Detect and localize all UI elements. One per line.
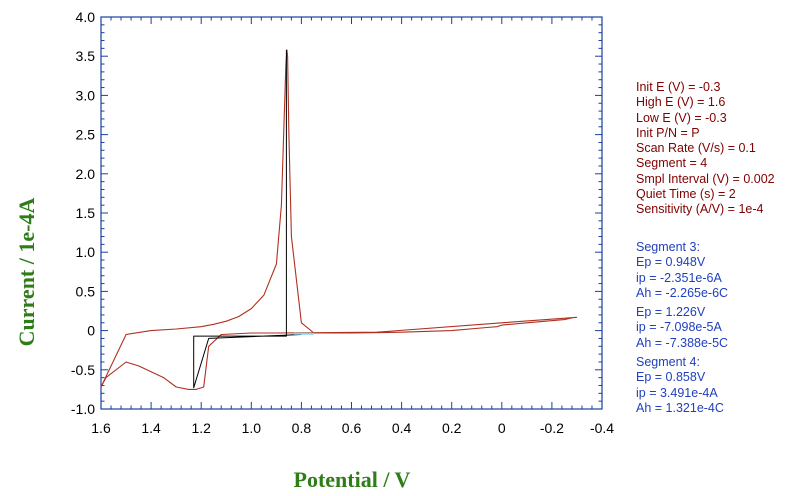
parameter-line: High E (V) = 1.6	[636, 95, 726, 110]
cv-curve	[100, 49, 578, 390]
y-tick-label: 1.5	[76, 205, 96, 221]
y-tick-label: 4.0	[76, 9, 96, 25]
x-tick-label: 0.4	[392, 420, 412, 436]
x-tick-label: 0.2	[442, 420, 462, 436]
y-tick-label: 3.0	[76, 87, 96, 103]
result-group: Ep = 1.226V ip = -7.098e-5A Ah = -7.388e-5…	[636, 305, 728, 351]
parameter-line: Quiet Time (s) = 2	[636, 187, 736, 202]
parameter-line: Scan Rate (V/s) = 0.1	[636, 141, 756, 156]
x-tick-label: 1.0	[242, 420, 262, 436]
result-line: Ep = 0.948V	[636, 255, 706, 270]
x-tick-label: -0.2	[540, 420, 564, 436]
result-line: ip = -2.351e-6A	[636, 270, 722, 285]
result-line: Ah = 1.321e-4C	[636, 400, 724, 415]
y-tick-label: 3.5	[76, 48, 96, 64]
result-line: Ep = 1.226V	[636, 305, 706, 320]
y-tick-label: -0.5	[71, 362, 95, 378]
x-tick-label: 1.4	[141, 420, 161, 436]
x-axis-label: Potential / V	[294, 467, 411, 492]
y-tick-label: 0	[87, 323, 95, 339]
x-tick-label: 0.8	[292, 420, 312, 436]
result-group: Segment 3: Ep = 0.948V ip = -2.351e-6A Ah =…	[636, 240, 728, 301]
y-tick-label: 0.5	[76, 283, 96, 299]
y-tick-label: 1.0	[76, 244, 96, 260]
result-line: Ah = -2.265e-6C	[636, 285, 729, 300]
result-line: Ah = -7.388e-5C	[636, 335, 729, 350]
result-line: Segment 4:	[636, 355, 700, 370]
parameter-line: Sensitivity (A/V) = 1e-4	[636, 202, 764, 217]
y-tick-label: 2.5	[76, 127, 96, 143]
x-tick-label: 1.6	[91, 420, 111, 436]
result-line: Ep = 0.858V	[636, 370, 706, 385]
result-group: Segment 4: Ep = 0.858V ip = 3.491e-4A Ah = …	[636, 355, 728, 416]
parameter-line: Low E (V) = -0.3	[636, 110, 727, 125]
result-line: ip = 3.491e-4A	[636, 385, 718, 400]
x-tick-label: -0.4	[590, 420, 614, 436]
y-tick-label: 2.0	[76, 166, 96, 182]
parameter-line: Segment = 4	[636, 156, 708, 171]
y-tick-label: -1.0	[71, 401, 95, 417]
result-line: ip = -7.098e-5A	[636, 320, 722, 335]
x-tick-label: 0	[498, 420, 506, 436]
peak-results: Segment 3: Ep = 0.948V ip = -2.351e-6A Ah =…	[636, 240, 728, 420]
baseline-construction-line	[193, 49, 302, 389]
parameter-line: Init P/N = P	[636, 125, 700, 140]
result-line: Segment 3:	[636, 240, 700, 254]
parameter-line: Smpl Interval (V) = 0.002	[636, 171, 775, 186]
x-tick-label: 0.6	[342, 420, 362, 436]
y-axis-label: Current / 1e-4A	[14, 198, 39, 347]
parameter-list: Init E (V) = -0.3 High E (V) = 1.6 Low E (…	[636, 80, 775, 218]
x-tick-label: 1.2	[191, 420, 211, 436]
parameter-line: Init E (V) = -0.3	[636, 80, 721, 94]
